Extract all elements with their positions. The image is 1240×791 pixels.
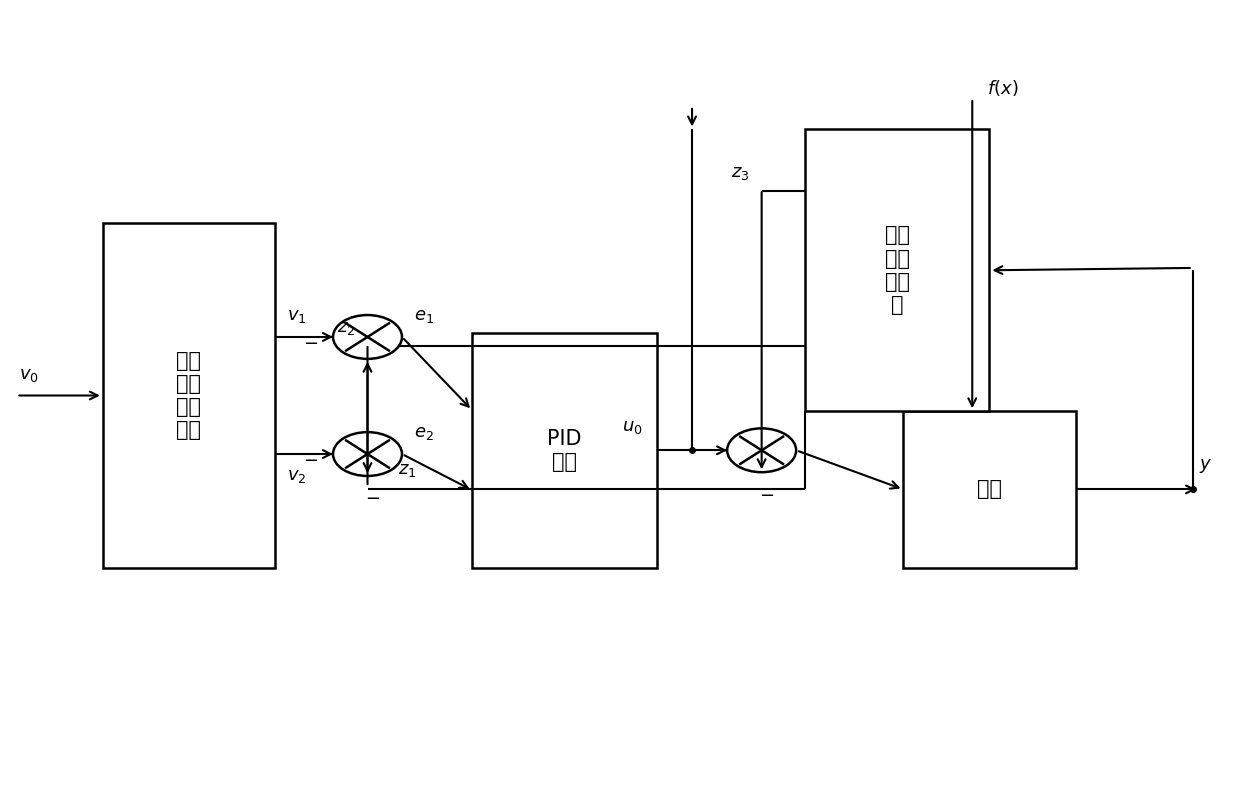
- FancyBboxPatch shape: [103, 223, 275, 568]
- Text: $e_2$: $e_2$: [414, 424, 434, 442]
- Text: $-$: $-$: [365, 489, 379, 506]
- Text: $z_1$: $z_1$: [398, 461, 417, 479]
- Text: $f(x)$: $f(x)$: [987, 78, 1018, 98]
- FancyBboxPatch shape: [903, 411, 1076, 568]
- Text: 模型: 模型: [977, 479, 1002, 499]
- Text: $v_2$: $v_2$: [288, 467, 306, 486]
- Text: PID
控制: PID 控制: [547, 429, 582, 472]
- Text: 扩展
状态
观测
器: 扩展 状态 观测 器: [884, 225, 910, 315]
- Text: $-$: $-$: [303, 333, 319, 350]
- Text: $u_0$: $u_0$: [622, 418, 644, 436]
- Circle shape: [727, 429, 796, 472]
- FancyBboxPatch shape: [805, 130, 990, 411]
- Text: $z_3$: $z_3$: [730, 164, 749, 182]
- FancyBboxPatch shape: [472, 333, 657, 568]
- Text: $e_1$: $e_1$: [414, 307, 434, 325]
- Text: 非线
性跟
踪微
分器: 非线 性跟 踪微 分器: [176, 350, 201, 441]
- Text: $v_1$: $v_1$: [288, 307, 308, 325]
- Circle shape: [334, 432, 402, 476]
- Circle shape: [334, 315, 402, 359]
- Text: $v_0$: $v_0$: [19, 365, 38, 384]
- Text: $z_2$: $z_2$: [337, 319, 355, 337]
- Text: $y$: $y$: [1199, 457, 1213, 475]
- Text: $-$: $-$: [303, 450, 319, 467]
- Text: $-$: $-$: [759, 485, 774, 503]
